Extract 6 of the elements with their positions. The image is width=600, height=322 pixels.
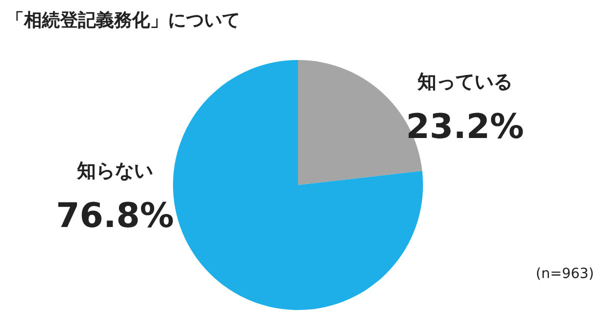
chart-title: 「相続登記義務化」について	[6, 10, 240, 31]
data-label: 23.2%	[406, 107, 524, 147]
text: (n=963)	[536, 266, 594, 282]
slice-label: 知らない	[76, 160, 153, 182]
slice-label: 知っている	[416, 71, 512, 93]
data-label: 76.8%	[56, 196, 174, 236]
